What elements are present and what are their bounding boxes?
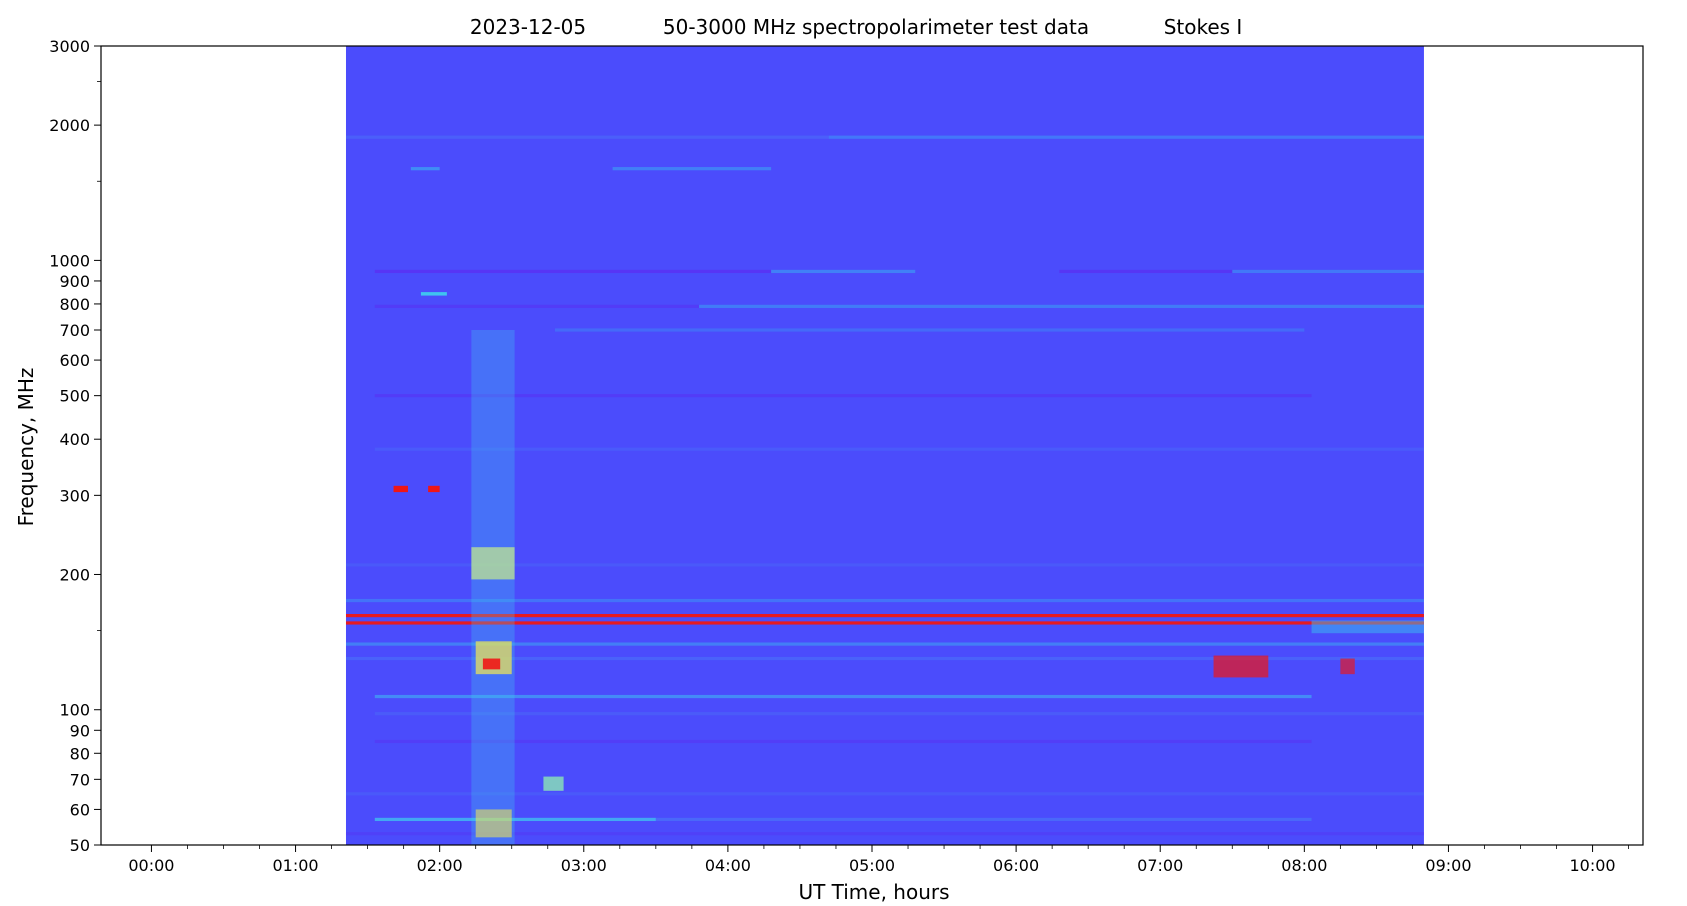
y-tick-label: 50 <box>70 836 90 855</box>
burst-8 <box>543 776 564 791</box>
y-tick-label: 80 <box>70 744 90 763</box>
x-tick-label: 09:00 <box>1425 856 1471 875</box>
chart-title-main: 50-3000 MHz spectropolarimeter test data <box>663 15 1089 39</box>
x-tick-label: 04:00 <box>705 856 751 875</box>
band-9 <box>699 304 1424 308</box>
band-7 <box>1232 269 1424 274</box>
burst-5 <box>393 485 408 493</box>
y-tick-label: 1000 <box>49 251 90 270</box>
x-tick-label: 03:00 <box>561 856 607 875</box>
burst-3 <box>482 658 501 670</box>
band-2 <box>410 167 440 171</box>
band-17 <box>345 642 1424 646</box>
band-14 <box>345 598 1424 603</box>
burst-11 <box>1311 620 1424 634</box>
x-axis-title: UT Time, hours <box>798 880 949 904</box>
burst-7 <box>420 292 447 296</box>
y-tick-label: 70 <box>70 770 90 789</box>
band-8 <box>374 304 700 308</box>
burst-9 <box>1213 655 1269 678</box>
band-10 <box>554 328 1305 332</box>
band-0 <box>828 135 1424 139</box>
band-24 <box>655 817 1312 822</box>
y-axis-title: Frequency, MHz <box>14 368 38 527</box>
band-23 <box>374 817 656 822</box>
y-tick-label: 300 <box>59 486 90 505</box>
y-tick-label: 60 <box>70 800 90 819</box>
spectrogram-data <box>345 46 1424 845</box>
band-22 <box>345 792 1424 796</box>
x-tick-label: 08:00 <box>1281 856 1327 875</box>
spectrogram-background <box>345 46 1424 845</box>
y-tick-label: 100 <box>59 701 90 720</box>
band-4 <box>374 269 772 274</box>
chart-title-stokes: Stokes I <box>1164 15 1243 39</box>
y-tick-label: 700 <box>59 321 90 340</box>
chart-title-date: 2023-12-05 <box>470 15 586 39</box>
burst-1 <box>471 547 515 580</box>
x-tick-label: 10:00 <box>1570 856 1616 875</box>
band-19 <box>374 694 1312 699</box>
y-tick-label: 3000 <box>49 37 90 56</box>
band-13 <box>345 563 1424 567</box>
band-21 <box>374 739 1312 744</box>
y-tick-label: 2000 <box>49 116 90 135</box>
band-15 <box>345 613 1424 618</box>
y-tick-label: 600 <box>59 351 90 370</box>
band-6 <box>1059 269 1233 274</box>
band-1 <box>345 135 829 139</box>
burst-4 <box>475 809 512 838</box>
x-tick-label: 07:00 <box>1137 856 1183 875</box>
x-axis: 00:00 01:00 02:00 03:00 04:00 05:00 06:00 07:00… <box>128 845 1629 875</box>
band-12 <box>374 447 1424 451</box>
y-tick-label: 200 <box>59 565 90 584</box>
y-tick-label: 500 <box>59 387 90 406</box>
band-3 <box>612 167 772 171</box>
burst-0 <box>471 329 515 845</box>
y-tick-label: 90 <box>70 721 90 740</box>
band-11 <box>374 394 1312 398</box>
burst-6 <box>428 485 440 493</box>
x-tick-label: 00:00 <box>128 856 174 875</box>
x-tick-label: 01:00 <box>272 856 318 875</box>
band-25 <box>345 832 1424 836</box>
x-tick-label: 05:00 <box>849 856 895 875</box>
y-tick-label: 400 <box>59 430 90 449</box>
band-16 <box>345 621 1424 625</box>
y-tick-label: 900 <box>59 272 90 291</box>
y-tick-label: 800 <box>59 295 90 314</box>
x-tick-label: 02:00 <box>417 856 463 875</box>
band-18 <box>345 656 1424 661</box>
band-5 <box>771 269 916 274</box>
chart-title: 2023-12-05 50-3000 MHz spectropolarimete… <box>470 15 1242 39</box>
x-tick-label: 06:00 <box>993 856 1039 875</box>
band-20 <box>374 712 1424 716</box>
burst-10 <box>1340 658 1355 675</box>
